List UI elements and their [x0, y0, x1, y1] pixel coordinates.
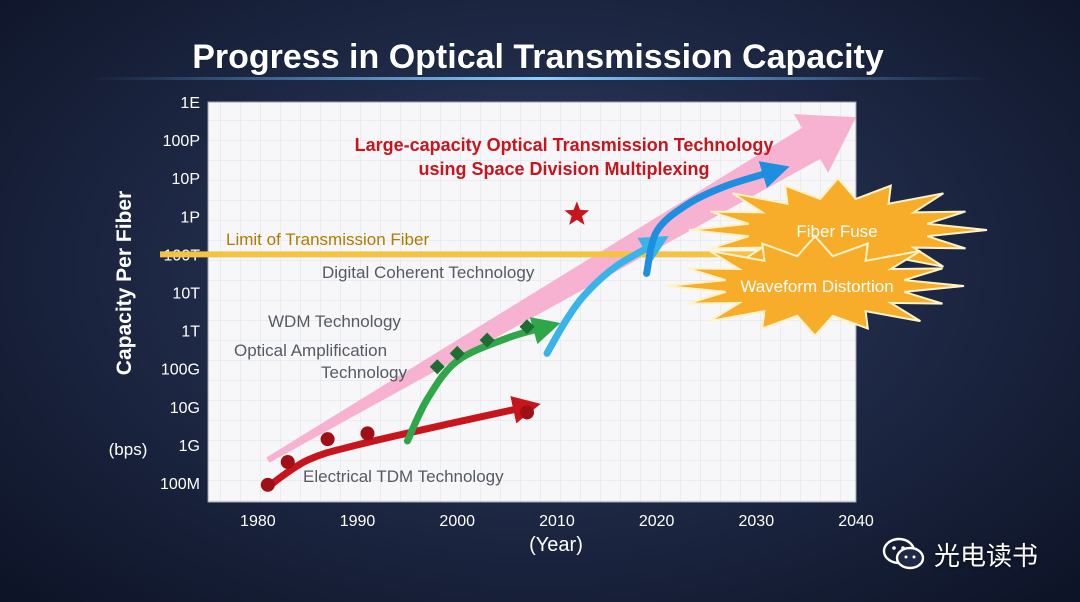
series-2-point-2 — [449, 345, 465, 361]
y-tick-1T: 1T — [181, 324, 200, 341]
series-group — [260, 161, 790, 492]
chart-title: Progress in Optical Transmission Capacit… — [192, 38, 884, 76]
series-2-point-4 — [519, 319, 535, 335]
x-tick-1990: 1990 — [340, 513, 376, 530]
y-tick-1P: 1P — [180, 209, 200, 226]
x-tick-2020: 2020 — [639, 513, 675, 530]
watermark-text: 光电读书 — [934, 541, 1039, 572]
optamp-label-line1: Optical Amplification — [234, 341, 387, 360]
series-curve-3 — [543, 236, 669, 357]
series-curve-2 — [403, 317, 561, 445]
series-1-point-5 — [520, 405, 535, 420]
series-curve-4 — [643, 161, 790, 277]
y-tick-labels: 100M1G10G100G1T10T100T1P10P100P1E — [160, 95, 200, 493]
watermark: 光电读书 — [882, 532, 1038, 576]
series-1-point-3 — [320, 432, 335, 447]
y-tick-1G: 1G — [179, 438, 200, 455]
x-tick-labels: 1980 1990 2000 2010 2020 2030 2040 — [240, 513, 874, 530]
series-1-point-4 — [360, 426, 375, 441]
limit-label: Limit of Transmission Fiber — [226, 230, 429, 249]
series-curve-1 — [264, 396, 541, 491]
y-tick-10G: 10G — [170, 400, 200, 417]
y-tick-100P: 100P — [163, 133, 200, 150]
y-axis-label: Capacity Per Fiber — [113, 191, 136, 375]
trend-arrow-shape — [266, 114, 856, 463]
y-tick-1E: 1E — [180, 95, 200, 112]
series-2-point-1 — [429, 359, 445, 375]
star-marker — [564, 201, 590, 225]
sdm-label-line2: using Space Division Multiplexing — [418, 159, 709, 179]
y-axis-unit: (bps) — [109, 440, 148, 459]
trend-arrow — [266, 114, 856, 463]
x-tick-1980: 1980 — [240, 513, 276, 530]
x-tick-2030: 2030 — [739, 513, 775, 530]
waveform-distortion-label: Waveform Distortion — [740, 277, 893, 296]
x-tick-2010: 2010 — [539, 513, 575, 530]
x-tick-2040: 2040 — [838, 513, 874, 530]
title-underline — [90, 77, 990, 80]
optamp-label-line2: Technology — [321, 363, 408, 382]
waveform-distortion-burst — [665, 234, 965, 338]
coherent-label: Digital Coherent Technology — [322, 263, 535, 282]
x-tick-2000: 2000 — [439, 513, 475, 530]
fiber-fuse-label: Fiber Fuse — [796, 222, 877, 241]
series-1-point-1 — [260, 477, 275, 492]
tdm-label: Electrical TDM Technology — [303, 467, 504, 486]
wdm-label: WDM Technology — [268, 312, 401, 331]
y-tick-10T: 10T — [172, 285, 200, 302]
sdm-label-line1: Large-capacity Optical Transmission Tech… — [355, 135, 774, 155]
y-tick-100M: 100M — [160, 476, 200, 493]
wechat-icon — [882, 537, 925, 570]
series-2-point-3 — [479, 332, 495, 348]
y-tick-100G: 100G — [161, 362, 200, 379]
series-1-point-2 — [280, 455, 295, 469]
x-axis-label: (Year) — [529, 534, 583, 556]
y-tick-10P: 10P — [172, 171, 200, 188]
